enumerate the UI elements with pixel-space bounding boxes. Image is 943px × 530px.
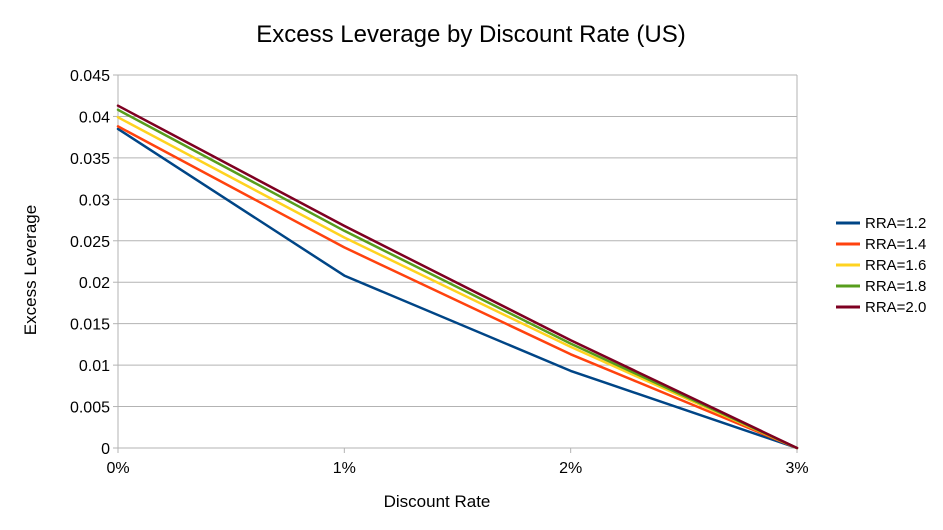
legend-label: RRA=1.4 xyxy=(865,236,926,253)
y-tick-label: 0.025 xyxy=(70,234,110,251)
legend-label: RRA=1.2 xyxy=(865,215,926,232)
x-tick-label: 0% xyxy=(106,460,129,477)
grid xyxy=(113,74,798,453)
y-tick-label: 0.03 xyxy=(79,192,110,209)
axis-ticks: 0 0.005 0.01 0.015 0.02 0.025 0.03 0.035 0.04 0.0… xyxy=(70,68,809,477)
series-line-rra-1-4 xyxy=(116,125,799,450)
y-tick-label: 0.04 xyxy=(79,109,110,126)
x-axis-label: Discount Rate xyxy=(384,492,491,511)
series-line-rra-1-6 xyxy=(116,116,799,450)
y-tick-label: 0.045 xyxy=(70,68,110,85)
chart-title: Excess Leverage by Discount Rate (US) xyxy=(256,21,686,48)
series-line-rra-1-8 xyxy=(116,108,799,450)
legend-label: RRA=1.6 xyxy=(865,257,926,274)
y-tick-label: 0.015 xyxy=(70,317,110,334)
series-line-rra-2-0 xyxy=(116,104,799,450)
y-tick-label: 0.005 xyxy=(70,400,110,417)
y-tick-label: 0 xyxy=(101,441,110,458)
legend-label: RRA=2.0 xyxy=(865,299,926,316)
y-tick-label: 0.01 xyxy=(79,358,110,375)
y-tick-label: 0.035 xyxy=(70,151,110,168)
legend: RRA=1.2 RRA=1.4 RRA=1.6 RRA=1.8 RRA=2.0 xyxy=(836,215,926,316)
x-tick-label: 2% xyxy=(559,460,582,477)
y-axis-label: Excess Leverage xyxy=(21,205,40,335)
series-line-rra-1-2 xyxy=(116,127,799,450)
y-tick-label: 0.02 xyxy=(79,275,110,292)
x-tick-label: 3% xyxy=(785,460,808,477)
legend-label: RRA=1.8 xyxy=(865,278,926,295)
series-lines xyxy=(116,104,799,450)
x-tick-label: 1% xyxy=(333,460,356,477)
